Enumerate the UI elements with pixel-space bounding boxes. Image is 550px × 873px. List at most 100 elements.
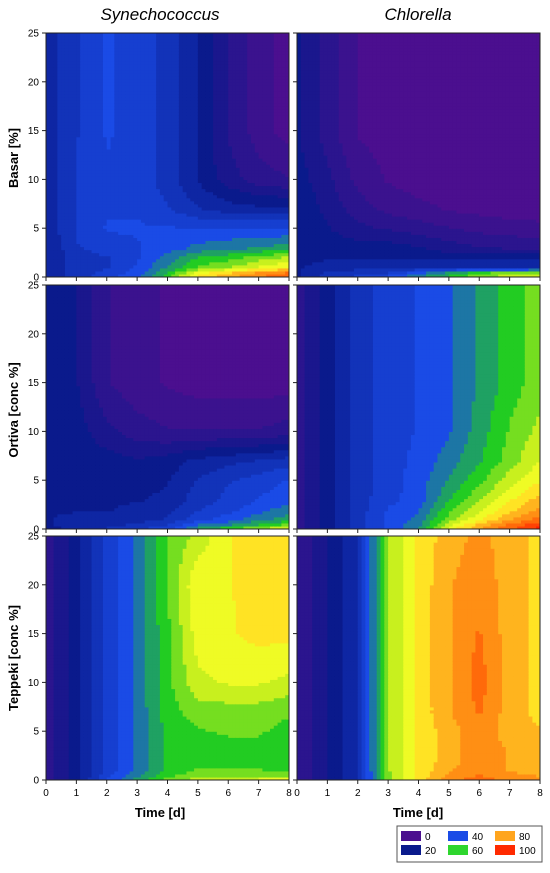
contour-cell	[182, 209, 188, 214]
contour-cell	[133, 90, 138, 95]
contour-cell	[95, 191, 100, 196]
contour-cell	[133, 164, 138, 168]
contour-cell	[163, 252, 169, 257]
contour-cell	[72, 161, 77, 165]
contour-cell	[144, 240, 150, 245]
contour-cell	[72, 133, 77, 138]
contour-cell	[68, 206, 74, 211]
contour-cell	[247, 161, 252, 165]
contour-cell	[209, 124, 214, 129]
contour-cell	[178, 72, 184, 77]
contour-cell	[102, 164, 108, 168]
contour-cell	[114, 155, 119, 159]
contour-cell	[125, 97, 131, 101]
contour-cell	[273, 66, 279, 71]
contour-cell	[129, 151, 134, 156]
contour-cell	[125, 115, 131, 119]
contour-cell	[273, 136, 279, 141]
contour-cell	[273, 69, 279, 74]
contour-cell	[213, 243, 218, 248]
contour-cell	[137, 161, 142, 165]
contour-cell	[99, 209, 104, 214]
contour-cell	[262, 255, 267, 260]
contour-cell	[251, 212, 256, 217]
contour-cell	[91, 209, 96, 214]
contour-cell	[137, 90, 142, 95]
contour-cell	[133, 39, 138, 43]
contour-cell	[159, 57, 165, 62]
contour-cell	[133, 191, 138, 196]
contour-cell	[216, 161, 222, 165]
contour-cell	[110, 246, 115, 251]
contour-cell	[114, 48, 119, 52]
contour-cell	[102, 51, 108, 55]
contour-cell	[133, 234, 138, 238]
contour-cell	[102, 225, 108, 229]
contour-cell	[148, 185, 153, 190]
contour-cell	[91, 124, 96, 129]
contour-cell	[220, 273, 226, 277]
contour-cell	[121, 194, 127, 199]
contour-cell	[53, 216, 58, 220]
contour-cell	[266, 161, 271, 165]
contour-cell	[125, 167, 131, 171]
contour-cell	[148, 139, 153, 144]
contour-cell	[61, 158, 66, 162]
contour-cell	[95, 103, 100, 107]
contour-cell	[144, 94, 150, 98]
contour-cell	[87, 164, 93, 168]
contour-cell	[273, 258, 279, 263]
contour-cell	[64, 109, 70, 113]
contour-cell	[80, 209, 85, 214]
contour-cell	[80, 158, 85, 162]
contour-cell	[247, 100, 252, 104]
contour-cell	[205, 249, 210, 254]
contour-cell	[144, 115, 150, 119]
contour-cell	[194, 87, 199, 92]
contour-cell	[182, 90, 188, 95]
contour-cell	[129, 234, 134, 238]
contour-cell	[68, 103, 74, 107]
contour-cell	[72, 191, 77, 196]
contour-cell	[201, 228, 207, 232]
contour-cell	[182, 127, 188, 132]
contour-cell	[106, 158, 112, 162]
contour-cell	[167, 155, 172, 159]
contour-cell	[57, 155, 62, 159]
contour-cell	[125, 209, 131, 214]
contour-cell	[258, 39, 264, 43]
contour-cell	[270, 231, 275, 235]
contour-cell	[99, 219, 104, 223]
contour-cell	[114, 60, 119, 65]
contour-cell	[216, 130, 222, 135]
contour-cell	[254, 249, 260, 254]
contour-cell	[159, 133, 165, 138]
contour-cell	[99, 185, 104, 190]
contour-cell	[118, 48, 123, 52]
contour-cell	[76, 112, 81, 116]
contour-cell	[167, 246, 172, 251]
contour-cell	[190, 237, 195, 241]
contour-cell	[152, 63, 157, 68]
contour-cell	[205, 45, 210, 49]
contour-cell	[254, 258, 260, 263]
contour-cell	[144, 246, 150, 251]
contour-cell	[144, 39, 150, 43]
contour-cell	[235, 222, 241, 226]
contour-cell	[125, 170, 131, 174]
contour-cell	[273, 219, 279, 223]
contour-cell	[213, 258, 218, 263]
contour-cell	[262, 142, 267, 147]
contour-cell	[91, 203, 96, 208]
contour-cell	[64, 164, 70, 168]
contour-cell	[190, 255, 195, 260]
contour-cell	[156, 94, 161, 98]
contour-cell	[167, 158, 172, 162]
contour-cell	[152, 118, 157, 123]
contour-cell	[171, 97, 176, 101]
contour-cell	[125, 84, 131, 89]
contour-cell	[110, 100, 115, 104]
contour-cell	[140, 124, 146, 129]
contour-cell	[239, 136, 245, 141]
contour-cell	[175, 148, 180, 153]
